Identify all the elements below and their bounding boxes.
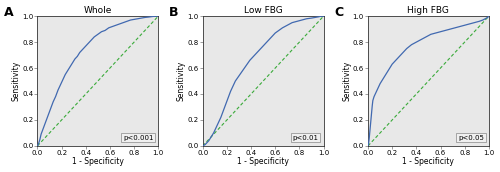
Title: Whole: Whole bbox=[84, 6, 112, 15]
Text: C: C bbox=[334, 6, 344, 19]
Text: p<0.001: p<0.001 bbox=[123, 135, 154, 141]
X-axis label: 1 - Specificity: 1 - Specificity bbox=[237, 157, 289, 166]
Title: Low FBG: Low FBG bbox=[244, 6, 282, 15]
Text: A: A bbox=[4, 6, 14, 19]
Title: High FBG: High FBG bbox=[408, 6, 450, 15]
Y-axis label: Sensitivity: Sensitivity bbox=[177, 61, 186, 101]
Y-axis label: Sensitivity: Sensitivity bbox=[342, 61, 351, 101]
Text: B: B bbox=[169, 6, 178, 19]
Y-axis label: Sensitivity: Sensitivity bbox=[12, 61, 20, 101]
X-axis label: 1 - Specificity: 1 - Specificity bbox=[402, 157, 454, 166]
X-axis label: 1 - Specificity: 1 - Specificity bbox=[72, 157, 124, 166]
Text: p<0.05: p<0.05 bbox=[458, 135, 484, 141]
Text: p<0.01: p<0.01 bbox=[292, 135, 318, 141]
